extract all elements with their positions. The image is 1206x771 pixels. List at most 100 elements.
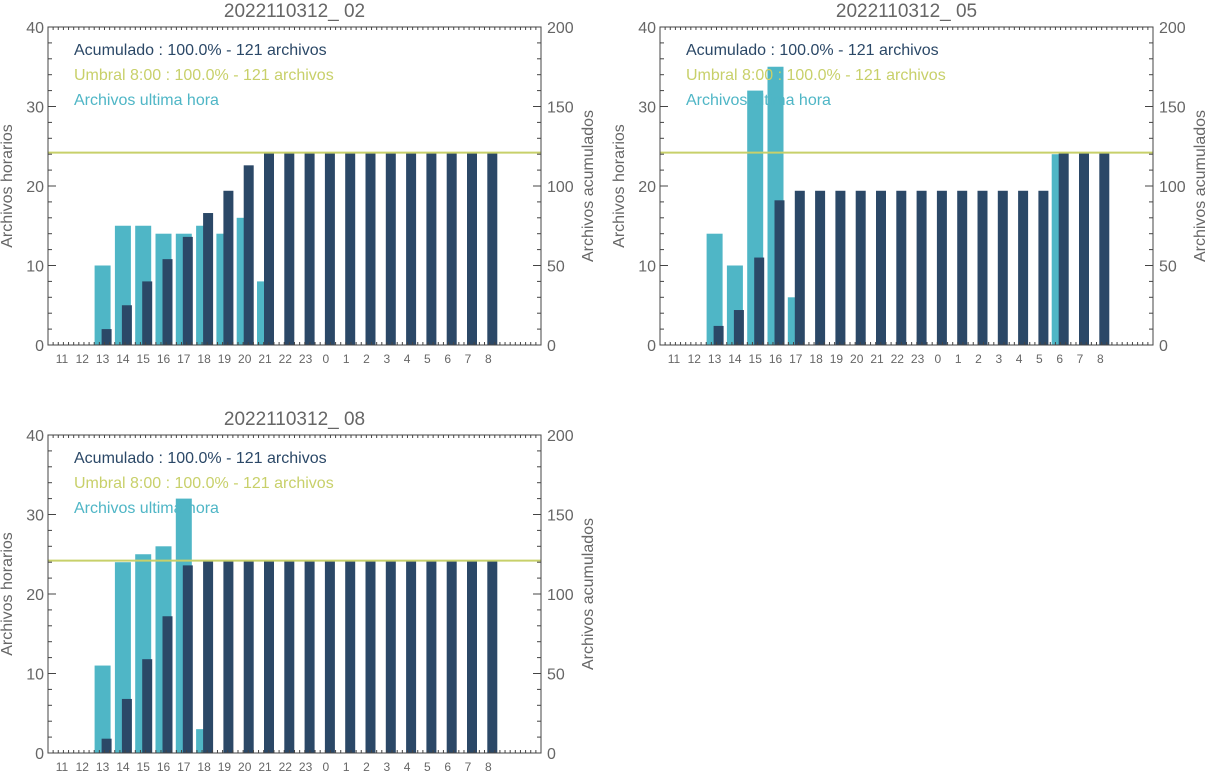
xtick-label: 20 [238, 760, 252, 771]
xtick-label: 22 [279, 760, 293, 771]
xtick-label: 23 [911, 352, 925, 366]
bar-cumulative [487, 560, 498, 753]
xtick-label: 6 [1056, 352, 1063, 366]
xtick-label: 4 [1016, 352, 1023, 366]
legend-entry: Umbral 8:00 : 100.0% - 121 archivos [686, 67, 946, 84]
xtick-label: 0 [935, 352, 942, 366]
xtick-label: 1 [343, 352, 350, 366]
bar-cumulative [936, 190, 947, 345]
bar-cumulative [203, 560, 214, 753]
xtick-label: 1 [955, 352, 962, 366]
ytick-label-left: 0 [35, 338, 44, 355]
bar-cumulative [385, 152, 396, 345]
bar-cumulative [304, 152, 315, 345]
ytick-label-right: 100 [1159, 179, 1186, 196]
ytick-label-left: 40 [26, 20, 44, 37]
bar-cumulative [426, 560, 437, 753]
bar-cumulative [815, 190, 826, 345]
xtick-label: 8 [485, 760, 492, 771]
xtick-label: 15 [137, 760, 151, 771]
bar-cumulative [365, 560, 376, 753]
xtick-label: 8 [485, 352, 492, 366]
xtick-label: 4 [404, 352, 411, 366]
ytick-label-right: 50 [1159, 259, 1177, 276]
bar-cumulative [162, 616, 173, 753]
xtick-label: 16 [157, 760, 171, 771]
bar-cumulative [855, 190, 866, 345]
bar-cumulative [345, 152, 356, 345]
bar-cumulative [324, 560, 335, 753]
xtick-label: 16 [769, 352, 783, 366]
legend-entry: Archivos ultima hora [686, 92, 831, 109]
xtick-label: 14 [728, 352, 742, 366]
ytick-label-right: 0 [1159, 338, 1168, 355]
ytick-label-left: 30 [26, 508, 44, 525]
xtick-label: 20 [238, 352, 252, 366]
bar-cumulative [182, 565, 193, 753]
xtick-label: 13 [96, 760, 110, 771]
bar-cumulative [182, 236, 193, 345]
bar-cumulative [101, 738, 112, 753]
xtick-label: 20 [850, 352, 864, 366]
y-axis-title-left: Archivos horarios [0, 124, 16, 248]
bar-cumulative [487, 152, 498, 345]
legend-entry: Acumulado : 100.0% - 121 archivos [74, 450, 327, 467]
xtick-label: 17 [789, 352, 803, 366]
bar-cumulative [142, 659, 153, 753]
xtick-label: 17 [177, 760, 191, 771]
xtick-label: 11 [56, 760, 69, 771]
bar-cumulative [957, 190, 968, 345]
xtick-label: 19 [830, 352, 844, 366]
xtick-label: 11 [56, 352, 69, 366]
bar-cumulative [345, 560, 356, 753]
bar-cumulative [997, 190, 1008, 345]
xtick-label: 4 [404, 760, 411, 771]
chart-title: 2022110312_ 05 [836, 1, 977, 22]
bar-cumulative [162, 259, 173, 345]
ytick-label-left: 20 [26, 179, 44, 196]
xtick-label: 22 [891, 352, 905, 366]
ytick-label-left: 20 [26, 587, 44, 604]
xtick-label: 3 [383, 760, 390, 771]
xtick-label: 23 [299, 352, 313, 366]
bar-cumulative [406, 560, 417, 753]
ytick-label-right: 200 [547, 428, 574, 445]
xtick-label: 19 [218, 352, 232, 366]
legend-entry: Archivos ultima hora [74, 92, 219, 109]
bar-cumulative [203, 213, 214, 345]
bar-cumulative [264, 560, 274, 753]
bar-cumulative [1099, 152, 1110, 345]
y-axis-title-left: Archivos horarios [611, 124, 628, 248]
xtick-label: 21 [258, 760, 272, 771]
ytick-label-right: 150 [547, 508, 574, 525]
bar-hourly [94, 665, 111, 753]
ytick-label-left: 20 [638, 179, 656, 196]
bar-cumulative [264, 152, 274, 345]
xtick-label: 3 [995, 352, 1002, 366]
bar-cumulative [243, 560, 254, 753]
ytick-label-right: 50 [547, 259, 565, 276]
xtick-label: 5 [1036, 352, 1043, 366]
bar-cumulative [385, 560, 396, 753]
bar-cumulative [1018, 190, 1029, 345]
xtick-label: 2 [363, 760, 370, 771]
xtick-label: 5 [424, 760, 431, 771]
bar-hourly [706, 233, 723, 345]
ytick-label-left: 40 [638, 20, 656, 37]
bar-cumulative [1038, 190, 1049, 345]
xtick-label: 12 [76, 352, 90, 366]
y-axis-title-right: Archivos acumulados [580, 518, 597, 670]
bar-cumulative [713, 325, 724, 345]
xtick-label: 12 [688, 352, 702, 366]
bar-cumulative [896, 190, 907, 345]
ytick-label-right: 150 [1159, 100, 1186, 117]
ytick-label-right: 150 [547, 100, 574, 117]
xtick-label: 15 [749, 352, 763, 366]
y-axis-title-left: Archivos horarios [0, 532, 16, 656]
xtick-label: 5 [424, 352, 431, 366]
bar-cumulative [121, 698, 132, 753]
xtick-label: 2 [975, 352, 982, 366]
xtick-label: 3 [383, 352, 390, 366]
